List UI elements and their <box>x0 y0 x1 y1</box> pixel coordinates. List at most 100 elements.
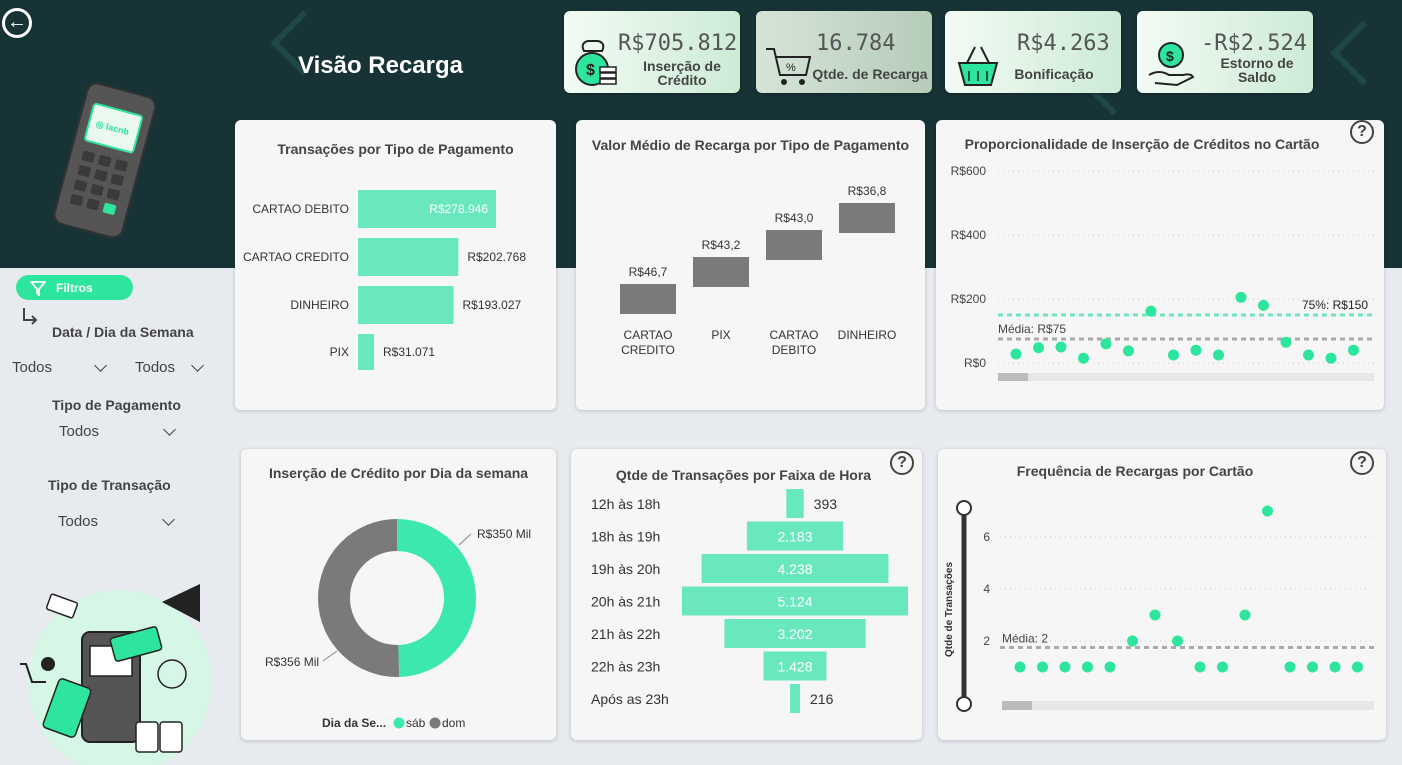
legend-title: Dia da Se... <box>322 716 386 730</box>
chart-title: Qtde de Transações por Faixa de Hora <box>615 467 872 483</box>
arrow-left-circle-icon[interactable]: ← <box>2 8 32 38</box>
hours-funnel-chart: 12h às 18h 393 18h às 19h 2.183 19h às 20h 4.… <box>591 489 908 713</box>
data-label: R$193.027 <box>462 298 521 312</box>
chevron-down-icon <box>94 359 107 372</box>
data-point <box>1348 344 1359 356</box>
category-label: 21h às 22h <box>591 626 660 642</box>
payment-type-card: Transações por Tipo de Pagamento CARTAO … <box>235 120 556 410</box>
bar <box>790 684 800 713</box>
data-point <box>1014 661 1026 673</box>
data-point <box>1329 661 1341 673</box>
legend-marker <box>393 717 405 729</box>
data-label: R$202.768 <box>467 250 526 264</box>
data-point <box>1307 661 1318 673</box>
payment-dropdown[interactable]: Todos <box>59 423 179 440</box>
data-point <box>1352 661 1363 673</box>
weekday-dropdown-value: Todos <box>135 359 176 376</box>
chart-title: Valor Médio de Recarga por Tipo de Pagam… <box>591 137 910 153</box>
data-point <box>1284 661 1296 673</box>
kpi-card-refund: $ -R$2.524 Estorno de Saldo <box>1137 11 1313 93</box>
chevron-down-icon <box>162 513 175 526</box>
hours-card: Qtde de Transações por Faixa de Hora ? 1… <box>571 449 922 740</box>
legend-marker <box>429 717 441 729</box>
data-point <box>1149 609 1161 621</box>
data-label: R$350 Mil <box>477 527 531 541</box>
kpi-value: 16.784 <box>816 31 896 56</box>
bar <box>682 586 908 616</box>
data-point <box>1262 505 1273 517</box>
filters-button-label: Filtros <box>56 281 93 295</box>
tick-label: R$200 <box>951 292 987 306</box>
reference-label: 75%: R$150 <box>1302 298 1368 312</box>
data-label: R$356 Mil <box>265 655 319 669</box>
data-point <box>1055 341 1067 353</box>
svg-text:%: % <box>786 62 796 74</box>
data-label: 393 <box>814 496 838 512</box>
chevron-down-icon <box>191 359 204 372</box>
data-point <box>1258 299 1269 311</box>
legend-label: dom <box>442 716 465 730</box>
scrollbar-track <box>998 373 1374 381</box>
tick-label: 4 <box>983 582 990 596</box>
weekday-card: Inserção de Crédito por Dia da semana R$… <box>241 449 556 740</box>
transaction-dropdown[interactable]: Todos <box>58 513 178 530</box>
tick-label: R$400 <box>951 228 987 242</box>
bar <box>701 554 889 583</box>
bar <box>693 257 749 287</box>
kpi-value: -R$2.524 <box>1201 31 1307 56</box>
payment-dropdown-value: Todos <box>59 423 100 440</box>
help-icon[interactable]: ? <box>1350 451 1374 475</box>
transaction-dropdown-value: Todos <box>58 513 99 530</box>
axis-label: Qtde de Transações <box>944 562 955 657</box>
data-label: 4.238 <box>777 561 812 577</box>
tick-label: 2 <box>983 634 990 648</box>
funnel-icon <box>30 281 46 296</box>
tick-label: R$600 <box>951 164 987 178</box>
category-label: 18h às 19h <box>591 529 660 545</box>
help-icon[interactable]: ? <box>1350 120 1374 144</box>
range-slider-handle <box>956 696 972 712</box>
svg-text:$: $ <box>586 62 595 79</box>
reference-label: Média: 2 <box>1002 632 1048 646</box>
category-label: 19h às 20h <box>591 561 660 577</box>
proportion-chart: R$600 R$400 R$200 R$0 75%: R$150 Média: R$75 <box>951 164 1374 381</box>
kpi-card-recharges: % 16.784 Qtde. de Recarga <box>756 11 932 93</box>
data-label: 216 <box>810 691 834 707</box>
average-value-card: Valor Médio de Recarga por Tipo de Pagam… <box>576 120 925 410</box>
pie-slice <box>318 519 400 677</box>
data-point <box>1280 336 1292 348</box>
category-label: DINHEIRO <box>290 298 349 312</box>
data-point <box>1082 661 1093 673</box>
category-label: Após as 23h <box>591 691 669 707</box>
page-title: Visão Recarga <box>298 52 463 79</box>
kpi-value: R$705.812 <box>618 31 738 56</box>
basket-bonus-icon <box>957 46 999 86</box>
bar <box>839 203 895 233</box>
average-value-chart: R$46,7CARTAOCREDITOR$43,2PIXR$43,0CARTAO… <box>620 184 896 357</box>
bar <box>786 489 804 518</box>
category-label: 12h às 18h <box>591 496 660 512</box>
chevron-down-icon <box>163 423 176 436</box>
category-label: 22h às 23h <box>591 659 660 675</box>
scrollbar-thumb <box>1002 701 1032 710</box>
category-label: CARTAO DEBITO <box>252 202 349 216</box>
weekday-dropdown[interactable]: Todos <box>135 359 207 376</box>
shopping-cart-icon: % <box>766 48 812 85</box>
date-dropdown[interactable]: Todos <box>12 359 112 376</box>
help-icon[interactable]: ? <box>890 451 914 475</box>
bar <box>358 190 496 228</box>
data-label: R$36,8 <box>848 184 887 198</box>
svg-text:$: $ <box>1166 48 1174 64</box>
data-point <box>1145 305 1157 317</box>
frequency-chart: Qtde de Transações 6 4 2 Média: 2 <box>944 500 1374 712</box>
payment-illustration-icon <box>20 584 212 765</box>
range-slider-handle <box>956 500 972 516</box>
category-label: PIX <box>711 328 730 342</box>
category-label: CARTAO CREDITO <box>243 250 349 264</box>
category-label: PIX <box>330 345 349 359</box>
scrollbar-track <box>1002 701 1374 710</box>
data-label: 5.124 <box>777 594 812 610</box>
pie-slice <box>397 519 477 677</box>
filters-button[interactable]: Filtros <box>16 275 133 300</box>
data-label: R$31.071 <box>383 345 435 359</box>
